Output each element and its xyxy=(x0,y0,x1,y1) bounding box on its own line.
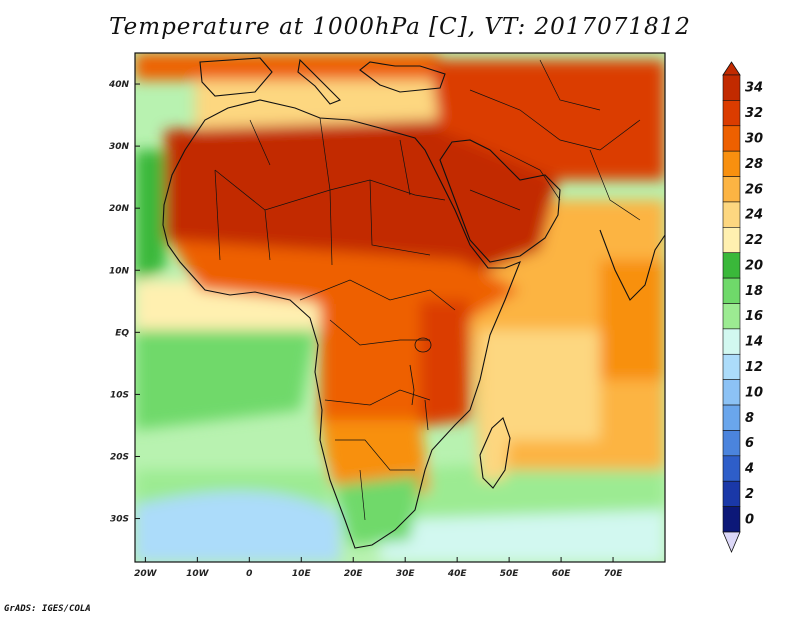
colorbar-swatch xyxy=(722,328,741,355)
colorbar-swatch xyxy=(722,252,741,279)
coastlines xyxy=(162,57,665,549)
colorbar-label: 28 xyxy=(745,157,763,172)
colorbar-label: 20 xyxy=(745,258,763,273)
colorbar-label: 0 xyxy=(745,512,754,527)
italy-coastline xyxy=(297,58,341,105)
colorbar-swatch xyxy=(722,176,741,203)
colorbar-swatch xyxy=(722,303,741,330)
lat-tick-label: 40N xyxy=(108,80,130,90)
colorbar-label: 16 xyxy=(745,309,763,324)
lon-tick-label: 60E xyxy=(552,569,572,579)
longitude-axis: 20W 10W 0 10E 20E 30E 40E 50E 60E 70E xyxy=(134,557,623,579)
field-middle-east xyxy=(430,60,665,180)
lat-tick-label: 30N xyxy=(109,142,130,152)
greece-turkey-coastline xyxy=(359,61,446,93)
colorbar-swatch xyxy=(722,455,741,482)
borders xyxy=(214,59,641,521)
iberia-coastline xyxy=(199,57,273,97)
colorbar-swatch xyxy=(722,125,741,152)
map-title: Temperature at 1000hPa [C], VT: 20170718… xyxy=(109,14,691,40)
latitude-axis: 40N 30N 20N 10N EQ 10S 20S 30S xyxy=(108,80,140,525)
colorbar-label: 10 xyxy=(745,385,763,400)
colorbar-label: 8 xyxy=(745,411,754,426)
field-central-africa xyxy=(320,300,420,420)
lakes xyxy=(409,337,432,431)
colorbar-label: 34 xyxy=(745,81,763,96)
colorbar-swatch xyxy=(722,404,741,431)
lake-victoria xyxy=(414,337,432,353)
colorbar-swatch xyxy=(722,100,741,127)
colorbar-swatch xyxy=(722,277,741,304)
lon-tick-label: 40E xyxy=(447,569,468,579)
lake-tanganyika xyxy=(409,364,415,406)
lat-tick-label: 30S xyxy=(110,515,129,525)
colorbar-swatch xyxy=(722,227,741,254)
colorbar-label: 22 xyxy=(745,233,763,248)
lon-tick-label: 20W xyxy=(134,569,158,579)
colorbar-label: 32 xyxy=(745,106,763,121)
temperature-field xyxy=(135,53,665,562)
lat-tick-label: 10S xyxy=(110,390,129,400)
lat-tick-label: 10N xyxy=(109,266,130,276)
colorbar-swatch xyxy=(722,201,741,228)
colorbar-label: 26 xyxy=(745,182,763,197)
madagascar-coastline xyxy=(479,417,511,489)
colorbar-swatch xyxy=(722,430,741,457)
colorbar-high-overflow xyxy=(722,61,741,76)
colorbar-swatch xyxy=(722,480,741,507)
field-south-atlantic-cold xyxy=(135,491,340,562)
grads-credit: GrADS: IGES/COLA xyxy=(4,604,91,614)
colorbar-label: 2 xyxy=(745,487,754,502)
arabia-coastline xyxy=(439,139,561,263)
colorbar-label: 6 xyxy=(745,436,754,451)
field-india-west xyxy=(600,260,665,380)
lon-tick-label: 0 xyxy=(246,569,252,579)
lon-tick-label: 20E xyxy=(344,569,364,579)
lon-tick-label: 10E xyxy=(292,569,312,579)
colorbar-label: 14 xyxy=(745,335,763,350)
colorbar-label: 4 xyxy=(744,462,754,477)
field-sahara xyxy=(165,120,560,280)
lon-tick-label: 10W xyxy=(186,569,210,579)
field-south-tip xyxy=(335,475,420,545)
africa-coastline xyxy=(162,99,521,549)
field-south-indian-cold xyxy=(380,510,665,562)
field-europe xyxy=(135,53,440,80)
colorbar-swatch xyxy=(722,150,741,177)
colorbar-low-overflow xyxy=(722,531,741,554)
colorbar-label: 30 xyxy=(745,131,763,146)
field-atlantic-green xyxy=(135,330,315,430)
lat-tick-label: EQ xyxy=(115,328,129,338)
lat-tick-label: 20N xyxy=(109,204,130,214)
lon-tick-label: 70E xyxy=(604,569,624,579)
colorbar-swatch xyxy=(722,379,741,406)
india-coastline xyxy=(599,229,665,301)
lon-tick-label: 50E xyxy=(500,569,520,579)
colorbar-swatch xyxy=(722,353,741,380)
colorbar-label: 12 xyxy=(745,360,763,375)
field-madagascar xyxy=(480,420,510,480)
colorbar-swatch xyxy=(722,506,741,533)
lake-malawi xyxy=(424,399,429,431)
plot-frame xyxy=(134,52,666,563)
lon-tick-label: 30E xyxy=(396,569,416,579)
lat-tick-label: 20S xyxy=(110,452,129,462)
colorbar-swatch xyxy=(722,74,741,101)
colorbar-label: 18 xyxy=(745,284,763,299)
field-indian-ocean xyxy=(480,330,600,440)
colorbar-label: 24 xyxy=(745,208,763,223)
